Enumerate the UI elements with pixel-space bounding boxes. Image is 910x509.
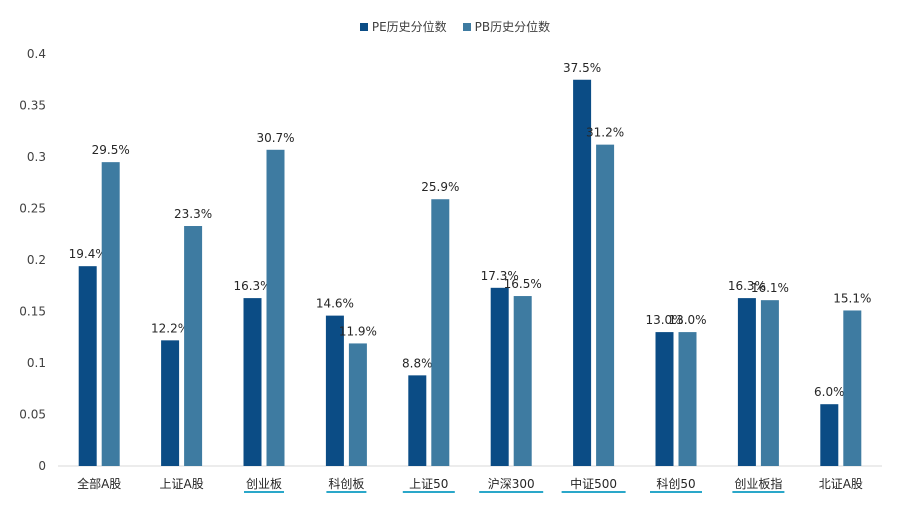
x-tick-label: 中证500 (570, 476, 617, 491)
bar-pe (78, 266, 97, 466)
x-tick-label: 上证A股 (159, 477, 203, 491)
legend-item-pb: PB历史分位数 (462, 18, 551, 35)
y-tick-label: 0.1 (27, 356, 46, 370)
bar-pb (184, 226, 203, 466)
data-label-pb: 29.5% (92, 143, 130, 157)
x-tick-label: 北证A股 (819, 477, 863, 491)
y-tick-label: 0.2 (27, 253, 46, 267)
bar-pb (101, 162, 120, 466)
data-label-pb: 15.1% (833, 291, 871, 305)
bar-pb (760, 300, 779, 466)
bar-pe (573, 79, 592, 466)
y-tick-label: 0.25 (19, 202, 46, 216)
data-label-pe: 6.0% (814, 385, 845, 399)
legend-label-pe: PE历史分位数 (371, 20, 447, 34)
bar-pe (490, 287, 509, 466)
data-label-pe: 12.2% (151, 321, 189, 335)
bar-pb (513, 296, 532, 466)
legend: PE历史分位数 PB历史分位数 (0, 18, 910, 35)
y-tick-label: 0 (38, 459, 46, 473)
y-tick-label: 0.3 (27, 150, 46, 164)
bar-pb (843, 310, 862, 466)
bar-pb (266, 149, 285, 467)
data-label-pb: 13.0% (668, 313, 706, 327)
y-tick-label: 0.4 (27, 47, 46, 61)
legend-label-pb: PB历史分位数 (474, 20, 551, 34)
legend-swatch-pb (462, 22, 471, 31)
bar-pb (678, 332, 697, 466)
x-tick-label: 全部A股 (77, 476, 121, 491)
data-label-pb: 30.7% (256, 131, 294, 145)
bar-pe (820, 404, 839, 466)
data-label-pe: 37.5% (563, 61, 601, 75)
bar-pe (737, 298, 756, 466)
x-tick-label: 创业板指 (734, 476, 782, 491)
x-tick-label: 沪深300 (488, 477, 535, 491)
x-tick-label: 科创板 (328, 477, 364, 491)
data-label-pe: 8.8% (402, 356, 433, 370)
bar-pb (348, 343, 367, 466)
bar-pe (408, 375, 427, 466)
x-tick-label: 上证50 (409, 477, 448, 491)
y-tick-label: 0.15 (19, 305, 46, 319)
data-label-pb: 16.1% (751, 281, 789, 295)
data-label-pb: 23.3% (174, 207, 212, 221)
bar-pe (655, 332, 674, 466)
data-label-pb: 31.2% (586, 126, 624, 140)
legend-swatch-pe (359, 22, 368, 31)
legend-item-pe: PE历史分位数 (359, 18, 447, 35)
data-label-pe: 16.3% (728, 279, 766, 293)
data-label-pe: 14.6% (316, 297, 354, 311)
x-tick-label: 创业板 (246, 477, 282, 491)
data-label-pb: 11.9% (339, 324, 377, 338)
data-label-pe: 13.0% (645, 313, 683, 327)
bar-pb (431, 199, 450, 467)
x-tick-label: 科创50 (656, 477, 695, 491)
data-label-pe: 19.4% (69, 247, 107, 261)
bar-pe (243, 298, 262, 466)
y-tick-label: 0.05 (19, 408, 46, 422)
data-label-pe: 16.3% (233, 279, 271, 293)
data-label-pe: 17.3% (481, 269, 519, 283)
y-tick-label: 0.35 (19, 99, 46, 113)
bar-pb (596, 144, 615, 466)
bar-pe (325, 315, 344, 466)
data-label-pb: 25.9% (421, 180, 459, 194)
bar-pe (161, 340, 180, 466)
data-label-pb: 16.5% (504, 277, 542, 291)
